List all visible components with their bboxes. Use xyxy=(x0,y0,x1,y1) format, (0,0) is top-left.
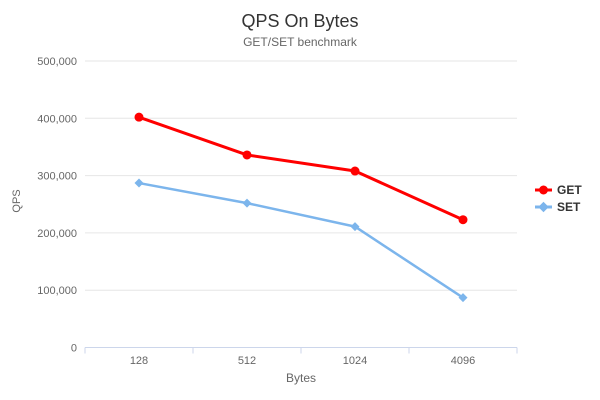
x-axis-title: Bytes xyxy=(285,371,317,385)
get-series-line xyxy=(137,115,465,222)
set-data-point[interactable] xyxy=(134,178,144,188)
get-data-point[interactable] xyxy=(458,215,468,225)
get-series-marker-icon xyxy=(535,185,552,194)
y-axis-title: QPS xyxy=(11,189,23,213)
set-data-point[interactable] xyxy=(458,293,468,303)
set-data-point[interactable] xyxy=(350,222,360,232)
legend: GET SET xyxy=(535,181,582,215)
y-axis-tick-label: 400,000 xyxy=(37,113,77,125)
legend-label: SET xyxy=(557,199,581,214)
chart-title: QPS On Bytes xyxy=(241,11,359,31)
set-series-line xyxy=(137,181,465,299)
y-axis-tick-label: 200,000 xyxy=(37,228,77,240)
legend-label: GET xyxy=(557,182,582,197)
y-axis-tick-label: 100,000 xyxy=(37,285,77,297)
y-axis-tick-label: 300,000 xyxy=(37,171,77,183)
set-series-marker-icon xyxy=(535,201,552,212)
x-axis-tick-label: 512 xyxy=(238,355,256,367)
legend-item-get[interactable]: GET xyxy=(535,181,582,198)
x-axis-tick-label: 1024 xyxy=(343,355,367,367)
x-axis-tick-label: 128 xyxy=(130,355,148,367)
y-axis-tick-label: 500,000 xyxy=(37,56,77,68)
get-data-point[interactable] xyxy=(350,166,360,176)
x-axis-tick-label: 4096 xyxy=(451,355,475,367)
get-data-point[interactable] xyxy=(134,112,144,122)
get-data-point[interactable] xyxy=(242,150,252,160)
y-axis-tick-label: 0 xyxy=(71,343,77,355)
chart-subtitle: GET/SET benchmark xyxy=(243,35,357,49)
set-data-point[interactable] xyxy=(242,198,252,208)
legend-item-set[interactable]: SET xyxy=(535,198,582,215)
